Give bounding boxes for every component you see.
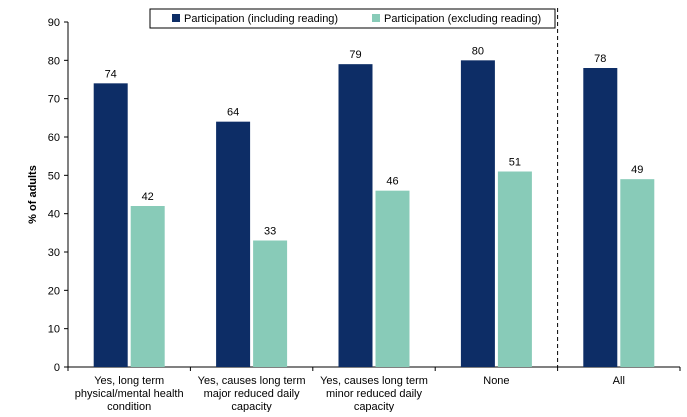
data-label: 46 — [386, 176, 398, 188]
y-tick-label: 80 — [48, 55, 60, 67]
x-category-label: All — [613, 375, 625, 387]
bar-excluding-reading — [253, 240, 288, 367]
y-tick-label: 0 — [54, 362, 60, 374]
legend-swatch — [172, 14, 180, 22]
data-label: 42 — [142, 191, 154, 203]
data-label: 78 — [594, 53, 606, 65]
bar-excluding-reading — [620, 179, 655, 367]
data-label: 74 — [105, 68, 117, 80]
data-label: 49 — [631, 164, 643, 176]
x-category-label: Yes, long term physical/mental health cond… — [75, 375, 184, 412]
bar-excluding-reading — [497, 171, 532, 367]
bar-including-reading — [583, 68, 618, 367]
data-label: 79 — [349, 49, 361, 61]
y-tick-label: 50 — [48, 170, 60, 182]
legend-label: Participation (excluding reading) — [384, 13, 541, 25]
y-tick-label: 90 — [48, 17, 60, 29]
legend-label: Participation (including reading) — [184, 13, 338, 25]
x-category-label: Yes, causes long term major reduced daily… — [198, 375, 306, 412]
x-category-label: Yes, causes long term minor reduced daily… — [320, 375, 428, 412]
bar-excluding-reading — [375, 190, 410, 367]
x-category-label: None — [483, 375, 509, 387]
bar-including-reading — [93, 83, 128, 367]
data-label: 64 — [227, 107, 239, 119]
bar-including-reading — [216, 121, 251, 368]
y-tick-label: 10 — [48, 324, 60, 336]
axes: 0 10 20 30 40 50 60 70 80 90 % of adults — [27, 8, 681, 374]
bar-including-reading — [460, 60, 495, 367]
y-tick-label: 60 — [48, 132, 60, 144]
bars — [93, 60, 655, 368]
data-label: 80 — [472, 45, 484, 57]
y-tick-label: 30 — [48, 247, 60, 259]
data-label: 33 — [264, 226, 276, 238]
legend-box — [149, 8, 556, 29]
y-axis-title: % of adults — [27, 165, 39, 224]
labels: 74 42 Yes, long term physical/mental health… — [75, 45, 644, 413]
legend: Participation (including reading) Partici… — [149, 8, 556, 29]
bar-excluding-reading — [130, 206, 165, 367]
legend-swatch — [372, 14, 380, 22]
y-tick-label: 20 — [48, 285, 60, 297]
y-tick-label: 70 — [48, 94, 60, 106]
bar-including-reading — [338, 64, 373, 368]
data-label: 51 — [509, 157, 521, 169]
y-tick-label: 40 — [48, 209, 60, 221]
